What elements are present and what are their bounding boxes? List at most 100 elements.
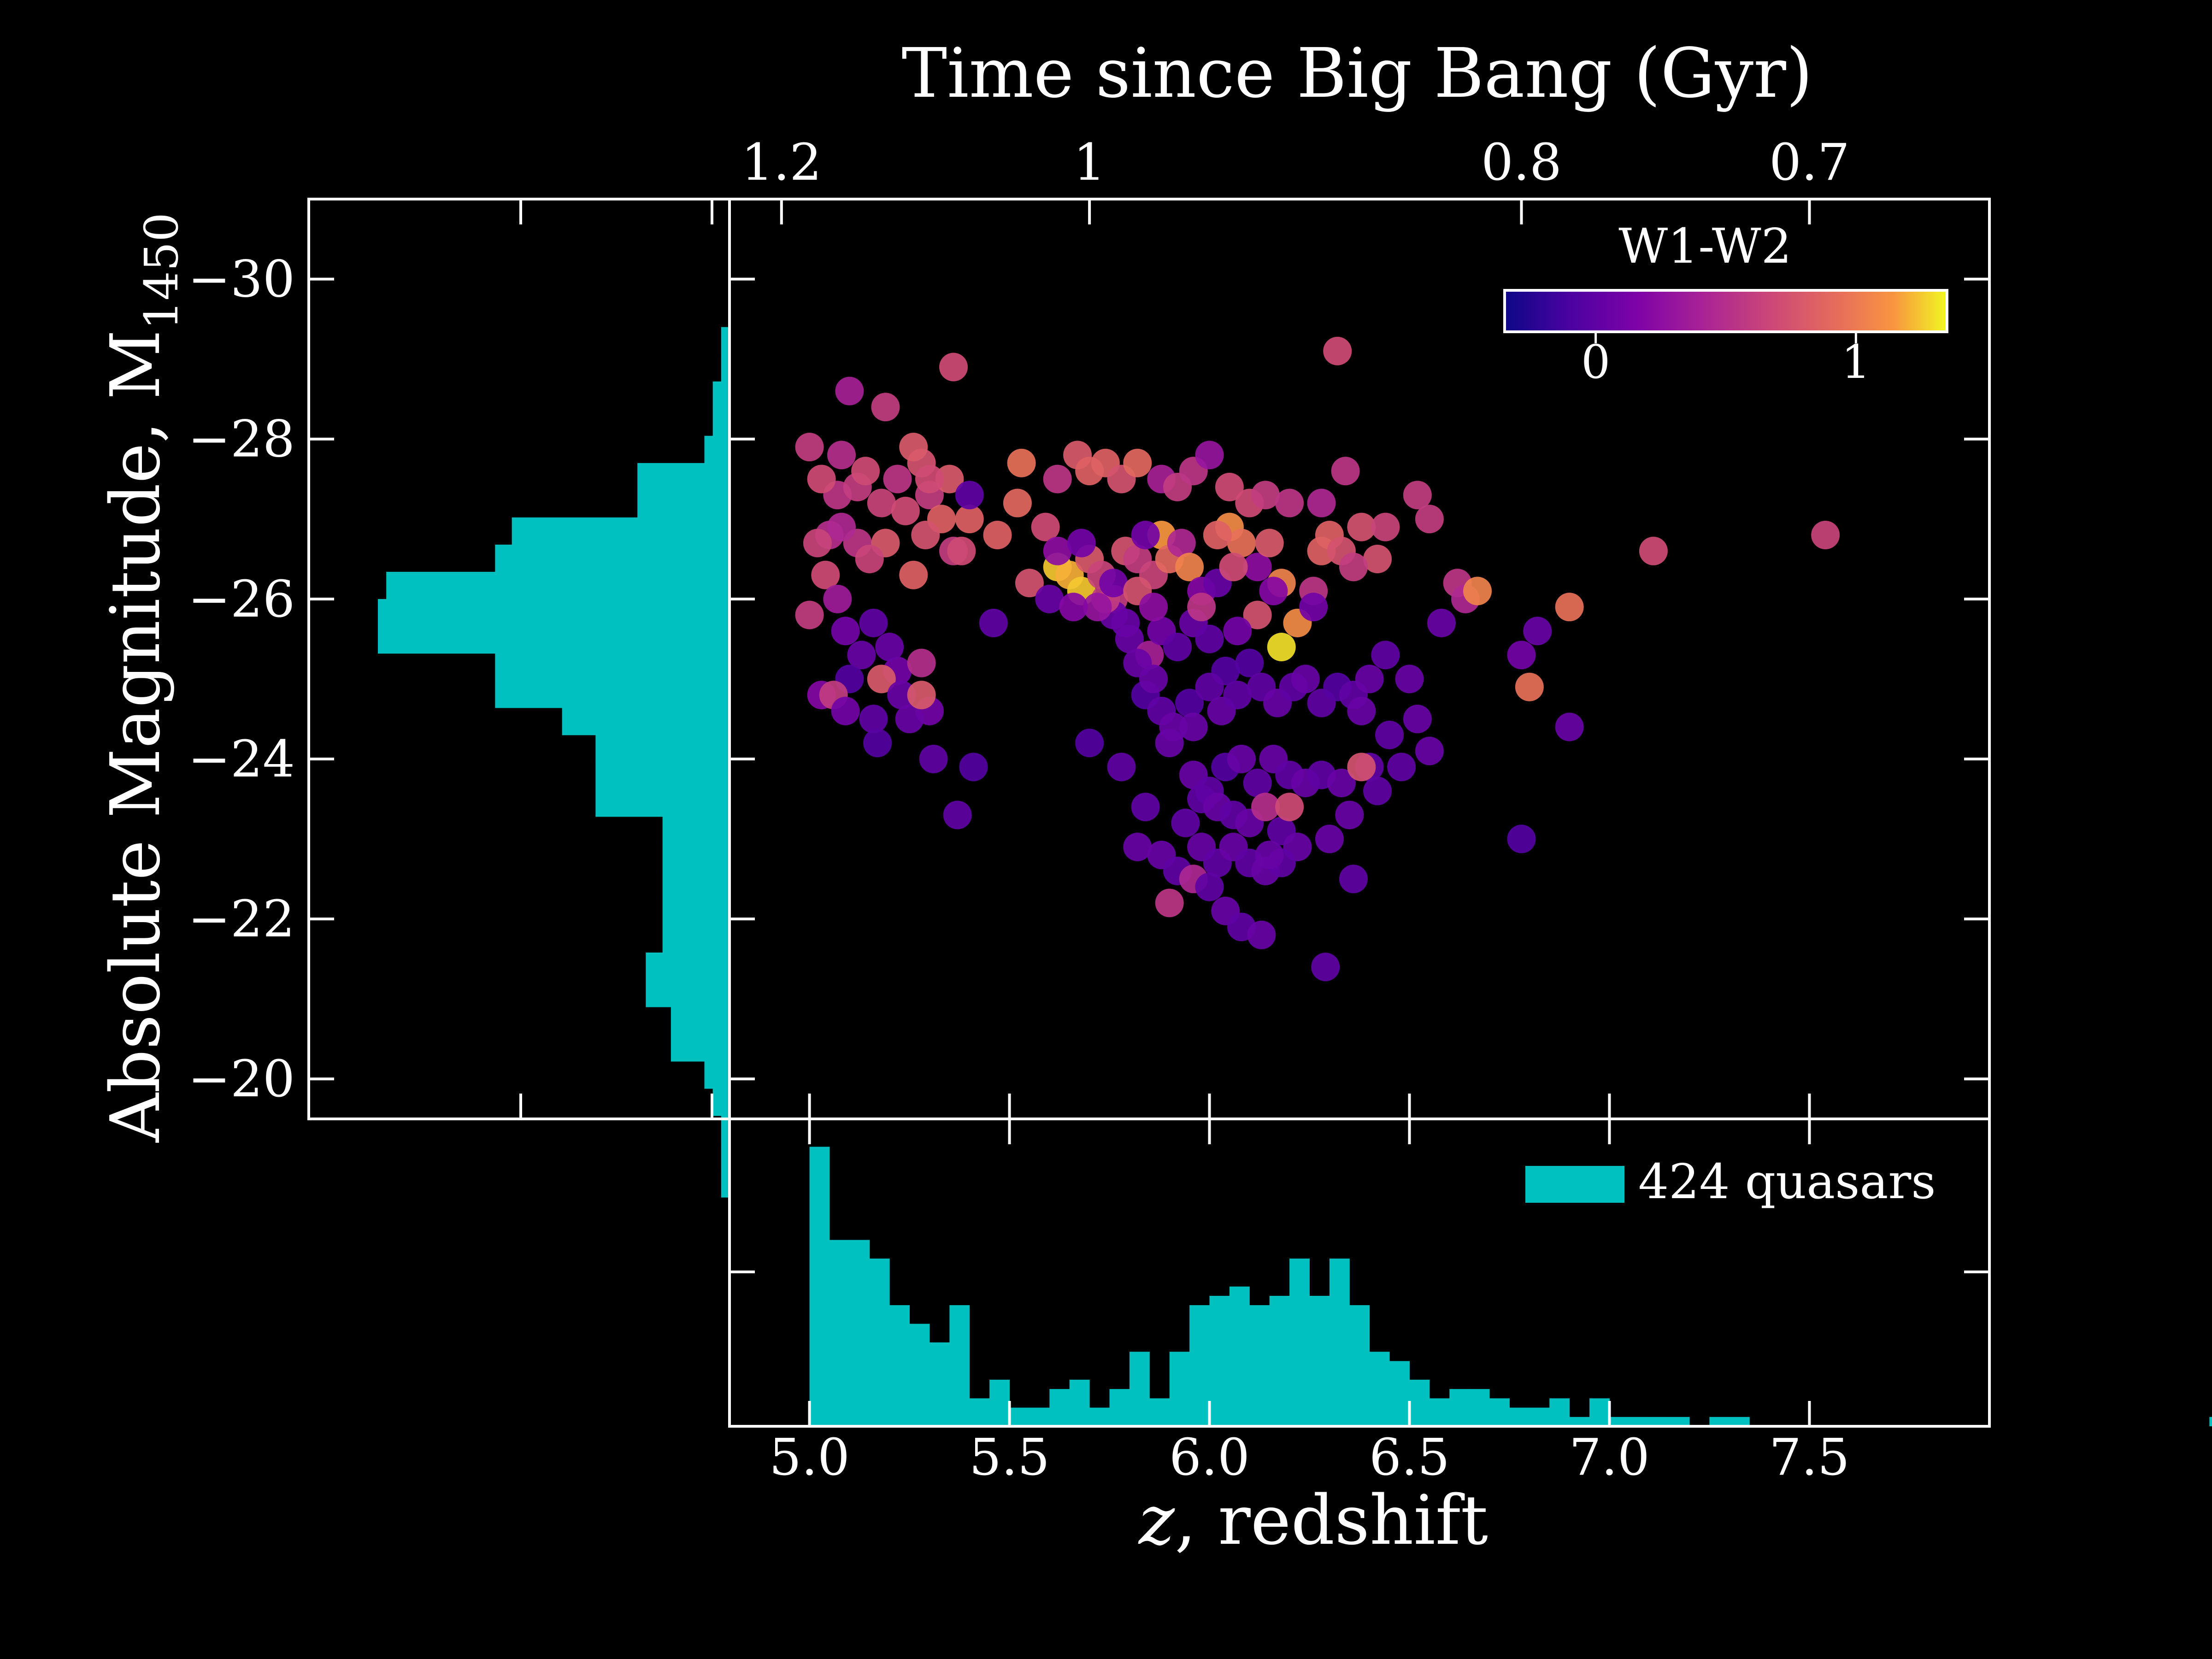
quasar-point — [1035, 584, 1064, 613]
quasar-point — [959, 753, 988, 782]
quasar-point — [795, 600, 824, 629]
redshift-histogram-bar — [1289, 1259, 1310, 1426]
x-tick-label: 5.0 — [769, 1428, 850, 1487]
tick-labels: 5.0 5.5 6.0 6.5 7.0 7.5 1.2 1 0.8 0.7 −30 −28 −26 −24… — [188, 133, 1850, 1487]
magnitude-histogram-bar — [704, 1061, 729, 1089]
quasar-point — [1507, 824, 1536, 853]
quasar-point — [1203, 520, 1232, 549]
quasar-point — [1195, 872, 1224, 901]
quasar-point — [867, 488, 896, 518]
redshift-histogram-bar — [1189, 1305, 1210, 1426]
top-axis-tick-label: 1.2 — [741, 133, 822, 192]
quasar-point — [1227, 529, 1256, 558]
top-axis-tick-label: 0.7 — [1769, 133, 1850, 192]
quasar-point — [1043, 536, 1072, 565]
quasar-point — [1171, 808, 1200, 837]
magnitude-histogram-bar — [595, 762, 729, 790]
x-tick-label: 6.5 — [1369, 1428, 1450, 1487]
quasar-point — [1811, 520, 1840, 549]
quasar-point — [1355, 665, 1384, 694]
redshift-histogram-bar — [1369, 1352, 1390, 1426]
quasar-point — [1155, 888, 1184, 918]
quasar-point — [1243, 600, 1272, 629]
magnitude-histogram-bar — [662, 898, 729, 926]
y-tick-label: −24 — [188, 729, 295, 788]
quasar-point — [1215, 472, 1244, 501]
magnitude-histogram-bar — [512, 517, 729, 545]
redshift-histogram-bar — [849, 1240, 870, 1426]
quasar-point — [1387, 753, 1416, 782]
redshift-histogram-bar — [1349, 1305, 1370, 1426]
quasar-point — [1167, 529, 1196, 558]
top-axis-label: Time since Big Bang (Gyr) — [901, 34, 1812, 113]
quasar-point — [1327, 769, 1356, 798]
magnitude-histogram-bar — [721, 1170, 729, 1198]
redshift-histogram-bar — [1089, 1407, 1110, 1426]
magnitude-histogram-bar — [646, 979, 729, 1007]
quasar-point — [947, 536, 976, 565]
quasar-point — [1299, 593, 1328, 622]
quasar-point — [1375, 720, 1404, 749]
quasar-point — [1195, 624, 1224, 653]
y-axis-label-main: Absolute Magnitude, M — [96, 330, 175, 1143]
redshift-histogram-bar — [1549, 1398, 1570, 1426]
x-tick-label: 7.0 — [1569, 1428, 1650, 1487]
colorbar-label: W1-W2 — [1618, 218, 1792, 274]
quasar-point — [795, 433, 824, 462]
redshift-histogram-bar — [1589, 1398, 1610, 1426]
quasar-point — [1195, 672, 1224, 701]
magnitude-histogram-bar — [637, 463, 729, 491]
redshift-histogram-bar — [2209, 1417, 2212, 1426]
y-tick-label: −30 — [188, 250, 295, 309]
redshift-histogram-bar — [1469, 1389, 1490, 1426]
quasar-point — [1003, 488, 1032, 518]
quasar-point — [807, 465, 836, 494]
tick-marks — [308, 199, 1989, 1426]
redshift-histogram-bar — [1269, 1295, 1290, 1426]
redshift-histogram-bar — [1069, 1379, 1090, 1426]
x-axis-label-italic: z — [1138, 1481, 1175, 1560]
redshift-histogram-bar — [1489, 1398, 1510, 1426]
magnitude-histogram-bar — [662, 925, 729, 953]
quasar-point — [1187, 593, 1216, 622]
magnitude-histogram-bar — [704, 435, 729, 464]
quasar-point — [831, 617, 860, 646]
magnitude-histogram-bar — [662, 843, 729, 871]
quasar-point — [895, 705, 924, 734]
quasar-point — [1291, 665, 1320, 694]
quasar-point — [1155, 729, 1184, 758]
quasar-point — [1163, 632, 1192, 661]
quasar-point — [1555, 712, 1584, 741]
quasar-point — [1415, 736, 1444, 765]
y-tick-label: −20 — [188, 1049, 295, 1108]
quasar-point — [811, 560, 840, 589]
quasar-point — [1075, 729, 1104, 758]
redshift-histogram-bar — [1129, 1352, 1150, 1426]
quasar-point — [1323, 336, 1352, 365]
redshift-histogram-bar — [1409, 1379, 1430, 1426]
quasar-point — [907, 648, 936, 677]
quasar-point — [1307, 488, 1336, 518]
quasar-point — [1275, 793, 1304, 822]
quasar-point — [1275, 488, 1304, 518]
x-axis-label: z, redshift — [1138, 1481, 1488, 1560]
magnitude-histogram-bar — [378, 599, 729, 627]
redshift-histogram-bar — [949, 1305, 970, 1426]
redshift-histogram-bar — [1329, 1259, 1350, 1426]
quasar-point — [911, 520, 940, 549]
quasar-point — [1139, 593, 1168, 622]
quasar-point — [1083, 593, 1112, 622]
quasar-point — [1515, 672, 1544, 701]
quasar-point — [1123, 832, 1152, 861]
quasar-point — [1067, 529, 1096, 558]
quasar-point — [875, 632, 904, 661]
redshift-histogram-bar — [1389, 1361, 1410, 1426]
quasar-point — [827, 441, 856, 470]
quasar-point — [1331, 457, 1360, 486]
quasar-point — [1015, 569, 1044, 598]
quasar-point — [1179, 712, 1208, 741]
quasar-point — [863, 729, 892, 758]
quasar-point — [1223, 681, 1252, 710]
quasar-point — [1031, 512, 1060, 541]
